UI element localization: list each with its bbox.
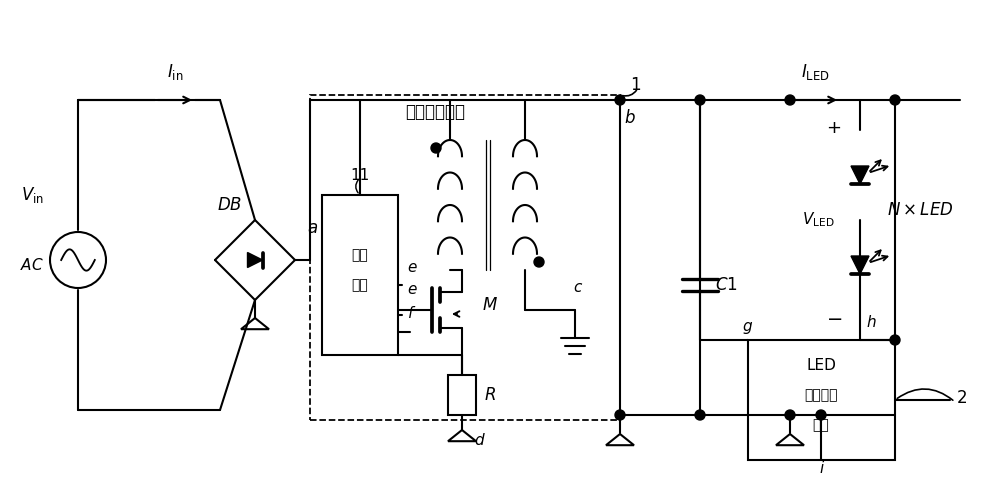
Bar bbox=[748, 340, 895, 460]
Text: $R$: $R$ bbox=[484, 386, 496, 404]
Bar bbox=[448, 375, 476, 415]
Circle shape bbox=[890, 335, 900, 345]
Polygon shape bbox=[851, 166, 869, 184]
Bar bbox=[310, 95, 620, 420]
Text: $e$: $e$ bbox=[407, 283, 417, 297]
Circle shape bbox=[785, 95, 795, 105]
Text: $e$: $e$ bbox=[407, 261, 417, 276]
Text: $i$: $i$ bbox=[819, 460, 825, 476]
Text: $DB$: $DB$ bbox=[217, 196, 243, 214]
Text: LED: LED bbox=[806, 358, 836, 373]
Text: 频闪消除: 频闪消除 bbox=[804, 388, 838, 402]
Text: $AC$: $AC$ bbox=[20, 257, 44, 273]
Text: $C1$: $C1$ bbox=[715, 276, 737, 294]
Circle shape bbox=[534, 257, 544, 267]
Text: 恒流驱动模块: 恒流驱动模块 bbox=[405, 103, 465, 121]
Text: 1: 1 bbox=[630, 76, 640, 94]
Text: $M$: $M$ bbox=[482, 296, 498, 314]
Text: 模块: 模块 bbox=[813, 418, 829, 432]
Text: $b$: $b$ bbox=[624, 109, 636, 127]
Text: $c$: $c$ bbox=[573, 281, 583, 295]
Text: $a$: $a$ bbox=[307, 219, 319, 237]
Circle shape bbox=[816, 410, 826, 420]
Circle shape bbox=[785, 410, 795, 420]
Text: $N\times LED$: $N\times LED$ bbox=[887, 201, 953, 219]
Circle shape bbox=[431, 143, 441, 153]
Text: $V_{\rm LED}$: $V_{\rm LED}$ bbox=[802, 211, 834, 229]
Text: 11: 11 bbox=[350, 167, 370, 183]
Circle shape bbox=[890, 95, 900, 105]
Text: 控制: 控制 bbox=[352, 248, 368, 262]
Polygon shape bbox=[851, 256, 869, 274]
Circle shape bbox=[615, 95, 625, 105]
Text: $I_{\rm LED}$: $I_{\rm LED}$ bbox=[801, 62, 829, 82]
Text: $+$: $+$ bbox=[826, 119, 842, 137]
Circle shape bbox=[695, 95, 705, 105]
Text: $f$: $f$ bbox=[407, 305, 417, 321]
Text: $g$: $g$ bbox=[742, 320, 754, 336]
Text: 模块: 模块 bbox=[352, 278, 368, 292]
Text: $h$: $h$ bbox=[866, 314, 876, 330]
Bar bbox=[322, 195, 398, 355]
Text: $d$: $d$ bbox=[474, 432, 486, 448]
Text: $I_{\rm in}$: $I_{\rm in}$ bbox=[167, 62, 183, 82]
Text: $-$: $-$ bbox=[826, 308, 842, 327]
Text: 2: 2 bbox=[957, 389, 967, 407]
Circle shape bbox=[695, 410, 705, 420]
Polygon shape bbox=[248, 253, 262, 268]
Text: $V_{\rm in}$: $V_{\rm in}$ bbox=[21, 185, 43, 205]
Circle shape bbox=[615, 410, 625, 420]
